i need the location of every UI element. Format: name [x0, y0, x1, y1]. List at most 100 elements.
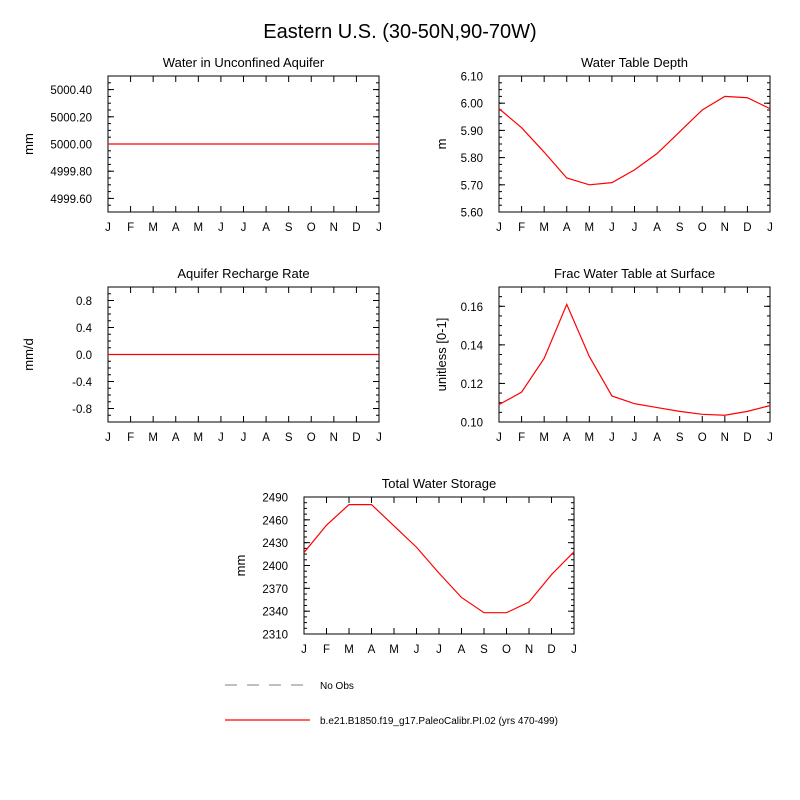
y-axis-label: mm: [233, 555, 248, 577]
chart-panel: J F M A M J J A S O N D J 0.10 0.12 0.14 0.16 Frac Water …: [434, 266, 773, 444]
y-axis-label: m: [434, 139, 449, 150]
y-tick-label: 2370: [262, 584, 288, 596]
x-tick-label: M: [344, 644, 354, 656]
y-tick-label: 4999.80: [50, 167, 92, 179]
x-tick-label: S: [480, 644, 488, 656]
x-tick-label: O: [307, 222, 316, 234]
x-tick-label: A: [653, 222, 661, 234]
x-tick-label: F: [323, 644, 330, 656]
x-tick-label: J: [105, 222, 111, 234]
y-tick-label: 2490: [262, 493, 288, 505]
y-tick-label: 5000.20: [50, 112, 92, 124]
x-tick-label: M: [539, 222, 549, 234]
y-tick-label: 4999.60: [50, 194, 92, 206]
y-tick-label: -0.8: [72, 404, 92, 416]
x-tick-label: A: [172, 222, 180, 234]
x-tick-label: M: [389, 644, 399, 656]
plot-frame: [498, 286, 771, 423]
x-tick-label: O: [307, 432, 316, 444]
x-tick-label: N: [721, 432, 729, 444]
chart-panel: J F M A M J J A S O N D J 2310 2340 2370 2400 2430 2460 249…: [233, 476, 577, 656]
x-tick-label: O: [698, 432, 707, 444]
x-tick-label: J: [632, 222, 638, 234]
y-tick-label: 5000.40: [50, 85, 92, 97]
y-axis-label: mm/d: [21, 338, 36, 371]
x-tick-label: M: [539, 432, 549, 444]
x-tick-label: J: [376, 222, 382, 234]
x-tick-label: J: [414, 644, 420, 656]
x-tick-label: A: [262, 222, 270, 234]
y-tick-label: 6.00: [461, 99, 483, 111]
y-tick-label: 6.10: [461, 72, 483, 84]
series-line: [303, 504, 575, 614]
legend-label-no-obs: No Obs: [320, 681, 354, 692]
y-axis-label: unitless [0-1]: [434, 318, 449, 392]
x-tick-label: N: [721, 222, 729, 234]
x-tick-label: F: [518, 432, 525, 444]
chart-title: Water in Unconfined Aquifer: [163, 55, 325, 70]
chart-panel: J F M A M J J A S O N D J -0.8 -0.4 0.0 0.4 0.8 Aquifer Re…: [21, 266, 382, 444]
x-tick-label: J: [496, 222, 502, 234]
y-tick-label: 5.70: [461, 180, 483, 192]
x-tick-label: F: [127, 222, 134, 234]
y-tick-label: 0.8: [76, 296, 92, 308]
x-tick-label: A: [368, 644, 376, 656]
x-tick-label: M: [148, 222, 158, 234]
x-tick-label: S: [676, 432, 684, 444]
y-tick-label: 0.0: [76, 350, 92, 362]
x-tick-label: D: [547, 644, 555, 656]
x-tick-label: A: [563, 222, 571, 234]
x-tick-label: J: [218, 432, 224, 444]
chart-title: Aquifer Recharge Rate: [177, 266, 309, 281]
x-tick-label: J: [609, 432, 615, 444]
x-tick-label: S: [285, 222, 293, 234]
figure-title: Eastern U.S. (30-50N,90-70W): [263, 21, 536, 43]
x-tick-label: O: [502, 644, 511, 656]
x-tick-label: F: [518, 222, 525, 234]
x-tick-label: A: [563, 432, 571, 444]
chart-title: Total Water Storage: [382, 476, 496, 491]
y-tick-label: 2460: [262, 515, 288, 527]
x-tick-label: M: [585, 432, 595, 444]
x-tick-label: J: [632, 432, 638, 444]
legend: No Obs b.e21.B1850.f19_g17.PaleoCalibr.P…: [225, 681, 558, 727]
y-tick-label: 0.4: [76, 323, 93, 335]
y-tick-label: 0.14: [461, 340, 484, 352]
y-axis-label: mm: [21, 133, 36, 155]
x-tick-label: J: [301, 644, 307, 656]
chart-panels: J F M A M J J A S O N D J 4999.60 4999.80 5000.00 5000.2…: [21, 55, 773, 656]
chart-panel: J F M A M J J A S O N D J 4999.60 4999.80 5000.00 5000.2…: [21, 55, 382, 234]
x-tick-label: J: [609, 222, 615, 234]
x-tick-label: M: [148, 432, 158, 444]
x-tick-label: J: [767, 432, 773, 444]
x-tick-label: A: [172, 432, 180, 444]
y-tick-label: 2340: [262, 607, 288, 619]
series-line: [498, 302, 771, 416]
x-tick-label: J: [436, 644, 442, 656]
legend-label-model: b.e21.B1850.f19_g17.PaleoCalibr.PI.02 (y…: [320, 716, 558, 727]
x-tick-label: M: [194, 432, 204, 444]
x-tick-label: J: [767, 222, 773, 234]
x-tick-label: N: [330, 432, 338, 444]
x-tick-label: D: [352, 432, 360, 444]
x-tick-label: J: [376, 432, 382, 444]
y-tick-label: 0.10: [461, 418, 483, 430]
x-tick-label: D: [352, 222, 360, 234]
x-tick-label: M: [194, 222, 204, 234]
x-tick-label: A: [262, 432, 270, 444]
y-tick-label: 5000.00: [50, 140, 92, 152]
chart-title: Water Table Depth: [581, 55, 688, 70]
x-tick-label: D: [743, 222, 751, 234]
x-tick-label: N: [330, 222, 338, 234]
x-tick-label: A: [458, 644, 466, 656]
y-tick-label: 0.12: [461, 379, 483, 391]
x-tick-label: J: [241, 432, 247, 444]
x-tick-label: N: [525, 644, 533, 656]
y-tick-label: 5.90: [461, 126, 483, 138]
x-tick-label: S: [285, 432, 293, 444]
x-tick-label: D: [743, 432, 751, 444]
x-tick-label: J: [571, 644, 577, 656]
y-tick-label: 2400: [262, 561, 288, 573]
x-tick-label: F: [127, 432, 134, 444]
plot-frame: [303, 496, 575, 635]
